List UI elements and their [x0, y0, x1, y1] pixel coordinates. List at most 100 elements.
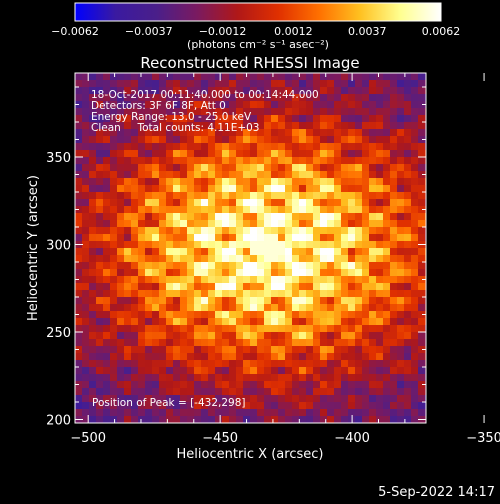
heatmap-cell [355, 374, 362, 381]
heatmap-cell [117, 360, 124, 367]
heatmap-cell [271, 220, 278, 227]
heatmap-cell [250, 248, 257, 255]
heatmap-cell [82, 409, 89, 416]
heatmap-cell [369, 353, 376, 360]
heatmap-cell [75, 87, 82, 94]
heatmap-cell [355, 388, 362, 395]
heatmap-cell [145, 374, 152, 381]
heatmap-cell [173, 353, 180, 360]
heatmap-cell [152, 227, 159, 234]
heatmap-cell [236, 374, 243, 381]
heatmap-cell [222, 402, 229, 409]
heatmap-cell [215, 206, 222, 213]
heatmap-cell [376, 171, 383, 178]
heatmap-cell [404, 122, 411, 129]
heatmap-cell [201, 80, 208, 87]
colorbar-tick-label: −0.0037 [125, 25, 173, 38]
heatmap-cell [194, 290, 201, 297]
heatmap-cell [145, 262, 152, 269]
heatmap-cell [320, 346, 327, 353]
heatmap-cell [271, 297, 278, 304]
heatmap-cell [334, 402, 341, 409]
heatmap-cell [362, 304, 369, 311]
heatmap-cell [96, 122, 103, 129]
heatmap-cell [194, 143, 201, 150]
heatmap-cell [341, 416, 348, 423]
heatmap-cell [271, 248, 278, 255]
heatmap-cell [348, 115, 355, 122]
heatmap-cell [320, 87, 327, 94]
heatmap-cell [180, 353, 187, 360]
heatmap-cell [397, 213, 404, 220]
heatmap-cell [250, 101, 257, 108]
heatmap-cell [229, 136, 236, 143]
heatmap-cell [299, 318, 306, 325]
heatmap-cell [369, 227, 376, 234]
heatmap-cell [418, 108, 425, 115]
heatmap-cell [145, 87, 152, 94]
heatmap-cell [355, 402, 362, 409]
heatmap-cell [313, 297, 320, 304]
heatmap-cell [236, 87, 243, 94]
heatmap-cell [264, 346, 271, 353]
heatmap-cell [355, 304, 362, 311]
heatmap-cell [362, 402, 369, 409]
heatmap-cell [299, 192, 306, 199]
heatmap-cell [110, 87, 117, 94]
heatmap-cell [201, 220, 208, 227]
heatmap-cell [173, 73, 180, 80]
heatmap-cell [390, 101, 397, 108]
heatmap-cell [299, 395, 306, 402]
heatmap-cell [320, 416, 327, 423]
heatmap-cell [117, 283, 124, 290]
heatmap-cell [250, 150, 257, 157]
heatmap-cell [222, 178, 229, 185]
heatmap-cell [222, 234, 229, 241]
heatmap-cell [138, 80, 145, 87]
heatmap-cell [292, 157, 299, 164]
heatmap-cell [362, 164, 369, 171]
heatmap-cell [257, 150, 264, 157]
heatmap-cell [320, 395, 327, 402]
heatmap-cell [166, 171, 173, 178]
heatmap-cell [250, 157, 257, 164]
heatmap-cell [327, 87, 334, 94]
heatmap-cell [145, 101, 152, 108]
heatmap-cell [341, 353, 348, 360]
heatmap-cell [278, 220, 285, 227]
heatmap-cell [285, 87, 292, 94]
heatmap-cell [327, 136, 334, 143]
heatmap-cell [89, 80, 96, 87]
heatmap-cell [271, 416, 278, 423]
heatmap-cell [110, 346, 117, 353]
heatmap-cell [264, 220, 271, 227]
y-tick-label: 350 [46, 151, 71, 166]
heatmap-cell [124, 178, 131, 185]
heatmap-cell [194, 73, 201, 80]
heatmap-cell [257, 416, 264, 423]
heatmap-cell [75, 108, 82, 115]
heatmap-cell [313, 255, 320, 262]
heatmap-cell [306, 332, 313, 339]
heatmap-cell [306, 80, 313, 87]
heatmap-cell [201, 290, 208, 297]
heatmap-cell [257, 332, 264, 339]
heatmap-cell [341, 388, 348, 395]
heatmap-cell [222, 248, 229, 255]
heatmap-cell [411, 206, 418, 213]
heatmap-cell [397, 129, 404, 136]
heatmap-cell [390, 402, 397, 409]
heatmap-cell [334, 381, 341, 388]
heatmap-cell [243, 381, 250, 388]
heatmap-cell [404, 157, 411, 164]
heatmap-cell [369, 199, 376, 206]
heatmap-cell [341, 157, 348, 164]
heatmap-cell [208, 311, 215, 318]
heatmap-cell [257, 409, 264, 416]
heatmap-cell [159, 276, 166, 283]
heatmap-cell [250, 360, 257, 367]
heatmap-cell [208, 192, 215, 199]
heatmap-cell [369, 122, 376, 129]
heatmap-cell [103, 332, 110, 339]
heatmap-cell [299, 241, 306, 248]
